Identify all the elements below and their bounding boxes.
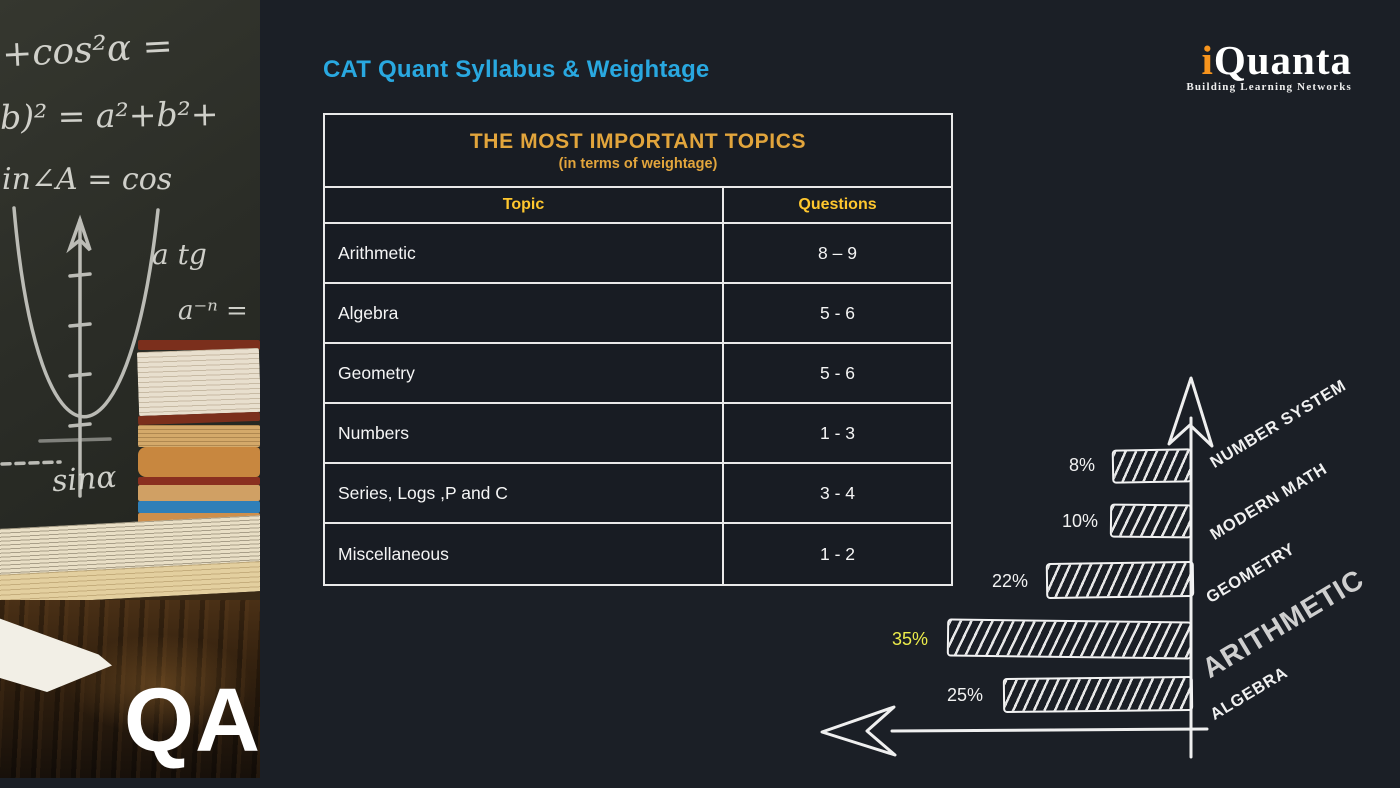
desk-light-glow (60, 630, 260, 740)
topic-cell: Geometry (325, 344, 724, 402)
value-label-arithmetic: 35% (891, 629, 928, 649)
chalk-formula: in∠A = cos (2, 162, 173, 197)
chalk-formula: a⁻ⁿ = (178, 296, 248, 326)
value-label-modern-math: 10% (1061, 511, 1098, 531)
x-axis-arrowhead (820, 705, 897, 757)
questions-cell: 5 - 6 (819, 302, 856, 323)
value-label-number-system: 8% (1068, 455, 1095, 475)
iquanta-logo: iQuanta Building Learning Networks (1186, 40, 1352, 94)
table-title-box: THE MOST IMPORTANT TOPICS (in terms of w… (325, 115, 951, 188)
table-row: Miscellaneous 1 - 2 (325, 524, 951, 584)
topic-cell: Series, Logs ,P and C (325, 464, 724, 522)
table-row: Numbers 1 - 3 (325, 404, 951, 464)
questions-cell: 5 - 6 (819, 362, 856, 383)
qa-section-label: QA (124, 671, 260, 771)
questions-cell: 1 - 3 (819, 422, 856, 443)
table-title: THE MOST IMPORTANT TOPICS (469, 129, 807, 153)
table-row: Arithmetic 8 – 9 (325, 224, 951, 284)
chalk-formula: b)² = a²+b²+ (0, 94, 219, 137)
table-row: Geometry 5 - 6 (325, 344, 951, 404)
logo-initial: i (1201, 37, 1214, 83)
x-axis-line (890, 727, 1209, 733)
table-header-row: Topic Questions (325, 188, 951, 224)
page-title: CAT Quant Syllabus & Weightage (323, 56, 710, 83)
logo-tagline: Building Learning Networks (1186, 81, 1352, 93)
table-row: Algebra 5 - 6 (325, 284, 951, 344)
value-label-algebra: 25% (946, 685, 983, 705)
bar-algebra (1002, 676, 1194, 713)
bar-modern-math (1109, 503, 1193, 539)
questions-cell: 8 – 9 (818, 242, 857, 263)
table-row: Series, Logs ,P and C 3 - 4 (325, 464, 951, 524)
y-axis-arrowhead (1167, 376, 1214, 448)
questions-cell: 1 - 2 (819, 543, 856, 564)
chalk-formula: a tg (152, 238, 207, 271)
column-header-topic: Topic (325, 188, 724, 222)
bar-geometry (1045, 560, 1195, 600)
logo-wordmark: iQuanta (1186, 40, 1352, 81)
topic-cell: Arithmetic (325, 224, 724, 282)
sidebar-photo: +cos²α = b)² = a²+b²+ in∠A = cos a tg a⁻… (0, 0, 260, 778)
topic-cell: Miscellaneous (325, 524, 724, 584)
topic-cell: Numbers (325, 404, 724, 462)
topic-cell: Algebra (325, 284, 724, 342)
value-label-geometry: 22% (991, 571, 1028, 591)
logo-rest: Quanta (1213, 37, 1352, 83)
topics-table: THE MOST IMPORTANT TOPICS (in terms of w… (323, 113, 953, 586)
table-subtitle: (in terms of weightage) (558, 155, 718, 172)
column-header-questions: Questions (798, 196, 877, 213)
bar-arithmetic (946, 618, 1193, 660)
chalk-parabola-sketch (0, 206, 160, 498)
bar-number-system (1111, 448, 1193, 484)
questions-cell: 3 - 4 (819, 482, 856, 503)
books-stack (136, 340, 260, 536)
